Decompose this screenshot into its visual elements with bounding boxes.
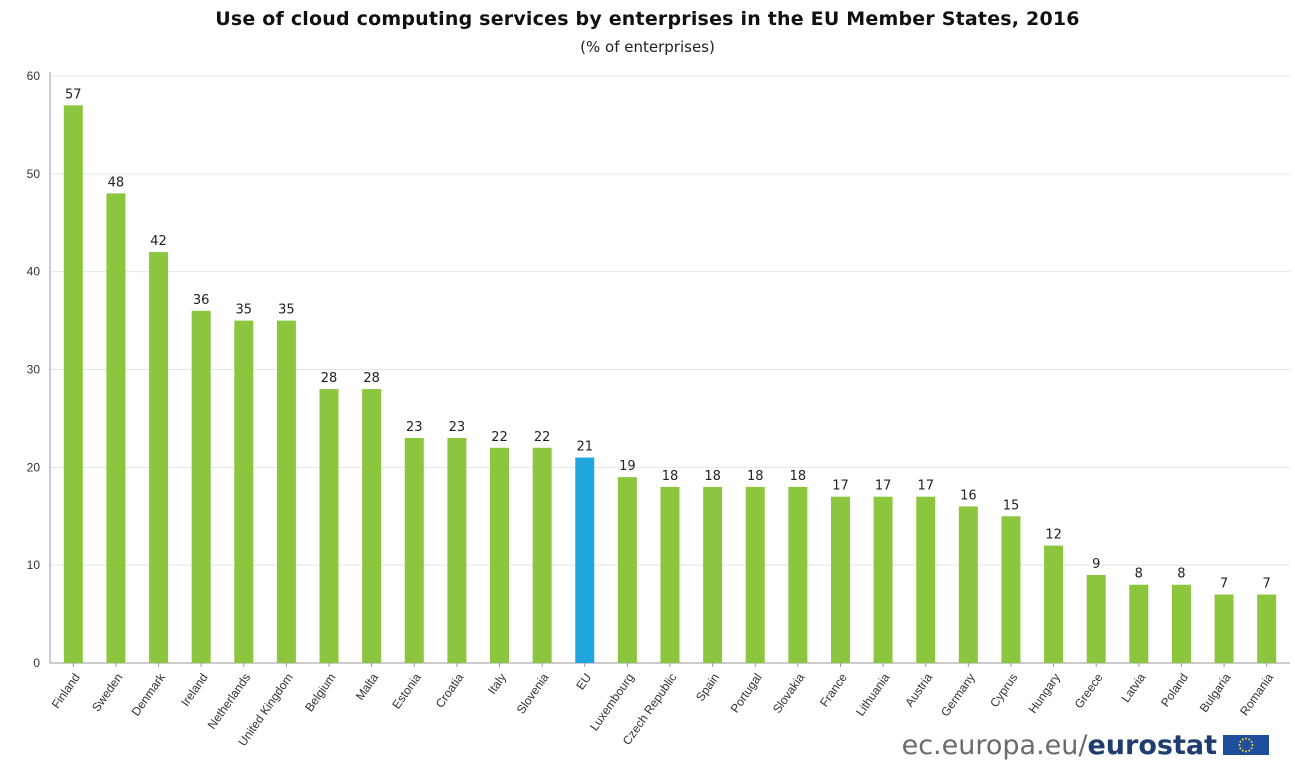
data-label: 7 bbox=[1263, 577, 1271, 592]
bar bbox=[276, 320, 296, 663]
bar bbox=[447, 437, 467, 663]
bar bbox=[106, 193, 126, 663]
bar bbox=[1044, 545, 1064, 663]
eurostat-brand: eurostat bbox=[1087, 730, 1217, 761]
category-label: Austria bbox=[902, 670, 935, 709]
category-label: Greece bbox=[1072, 670, 1106, 711]
bar bbox=[362, 389, 382, 663]
category-label: Poland bbox=[1158, 671, 1191, 710]
bar bbox=[958, 506, 978, 663]
category-label: Slovakia bbox=[770, 670, 808, 715]
category-label: Finland bbox=[49, 671, 83, 711]
data-label: 8 bbox=[1135, 567, 1143, 582]
category-label: Spain bbox=[693, 671, 722, 704]
data-label: 17 bbox=[875, 479, 892, 494]
data-label: 9 bbox=[1092, 557, 1100, 572]
bar bbox=[575, 457, 595, 663]
data-label: 35 bbox=[236, 303, 253, 318]
bar bbox=[916, 496, 936, 663]
bar bbox=[1086, 574, 1106, 663]
y-tick-label: 20 bbox=[27, 460, 41, 474]
eu-flag-icon bbox=[1223, 735, 1269, 755]
category-label: Belgium bbox=[302, 671, 338, 715]
bar bbox=[703, 486, 723, 663]
y-tick-label: 50 bbox=[27, 167, 41, 181]
data-label: 23 bbox=[449, 420, 466, 435]
data-label: 36 bbox=[193, 293, 210, 308]
category-label: Germany bbox=[938, 671, 978, 719]
category-label: France bbox=[817, 670, 850, 709]
category-label: Hungary bbox=[1026, 671, 1063, 716]
data-label: 19 bbox=[619, 459, 636, 474]
data-label: 28 bbox=[321, 371, 338, 386]
data-label: 22 bbox=[534, 430, 551, 445]
bar bbox=[1214, 594, 1234, 663]
data-label: 12 bbox=[1045, 528, 1062, 543]
data-label: 22 bbox=[491, 430, 508, 445]
bar bbox=[788, 486, 808, 663]
data-label: 17 bbox=[917, 479, 934, 494]
data-label: 42 bbox=[150, 234, 167, 249]
data-label: 48 bbox=[108, 175, 125, 190]
bar bbox=[234, 320, 254, 663]
bar bbox=[1129, 584, 1149, 663]
y-tick-label: 10 bbox=[27, 558, 41, 572]
category-label: Bulgaria bbox=[1197, 670, 1234, 714]
category-label: Ireland bbox=[178, 671, 211, 709]
category-label: Portugal bbox=[728, 671, 765, 716]
y-tick-label: 40 bbox=[27, 265, 41, 279]
category-label: EU bbox=[573, 671, 594, 693]
category-label: Estonia bbox=[389, 670, 424, 711]
data-label: 18 bbox=[704, 469, 721, 484]
bar bbox=[532, 447, 552, 663]
bar bbox=[191, 310, 211, 663]
source-footer: ec.europa.eu/eurostat bbox=[902, 732, 1217, 759]
category-label: Slovenia bbox=[514, 670, 552, 716]
chart-subtitle: (% of enterprises) bbox=[580, 38, 715, 56]
bar bbox=[149, 252, 169, 663]
category-label: Netherlands bbox=[205, 671, 254, 732]
data-label: 8 bbox=[1177, 567, 1185, 582]
data-label: 16 bbox=[960, 488, 977, 503]
y-tick-label: 0 bbox=[33, 656, 40, 670]
bar bbox=[63, 105, 83, 664]
bar bbox=[490, 447, 510, 663]
category-label: Italy bbox=[485, 671, 509, 697]
data-label: 28 bbox=[363, 371, 380, 386]
data-label: 21 bbox=[576, 440, 593, 455]
data-label: 35 bbox=[278, 303, 295, 318]
bar bbox=[830, 496, 850, 663]
bar bbox=[1257, 594, 1277, 663]
bar bbox=[404, 437, 424, 663]
data-label: 57 bbox=[65, 87, 82, 102]
category-label: Romania bbox=[1237, 670, 1276, 718]
category-label: Lithuania bbox=[853, 670, 893, 718]
source-url: ec.europa.eu/ bbox=[901, 730, 1088, 761]
y-tick-label: 60 bbox=[27, 69, 41, 83]
data-label: 18 bbox=[747, 469, 764, 484]
data-label: 18 bbox=[662, 469, 679, 484]
bar bbox=[617, 477, 637, 663]
category-label: Sweden bbox=[89, 671, 125, 715]
y-tick-label: 30 bbox=[27, 363, 41, 377]
category-label: Denmark bbox=[129, 670, 169, 719]
data-label: 23 bbox=[406, 420, 423, 435]
data-label: 18 bbox=[790, 469, 807, 484]
data-label: 17 bbox=[832, 479, 849, 494]
bar bbox=[745, 486, 765, 663]
bar bbox=[1001, 516, 1021, 663]
category-label: Latvia bbox=[1118, 670, 1148, 705]
category-label: Cyprus bbox=[987, 671, 1020, 710]
bar bbox=[319, 389, 339, 663]
chart-title: Use of cloud computing services by enter… bbox=[215, 8, 1080, 30]
category-label: Malta bbox=[353, 670, 381, 702]
data-label: 15 bbox=[1003, 498, 1020, 513]
bar bbox=[660, 486, 680, 663]
category-label: Luxembourg bbox=[587, 671, 637, 734]
data-label: 7 bbox=[1220, 577, 1228, 592]
category-label: Croatia bbox=[433, 670, 467, 710]
bar bbox=[1171, 584, 1191, 663]
bar bbox=[873, 496, 893, 663]
